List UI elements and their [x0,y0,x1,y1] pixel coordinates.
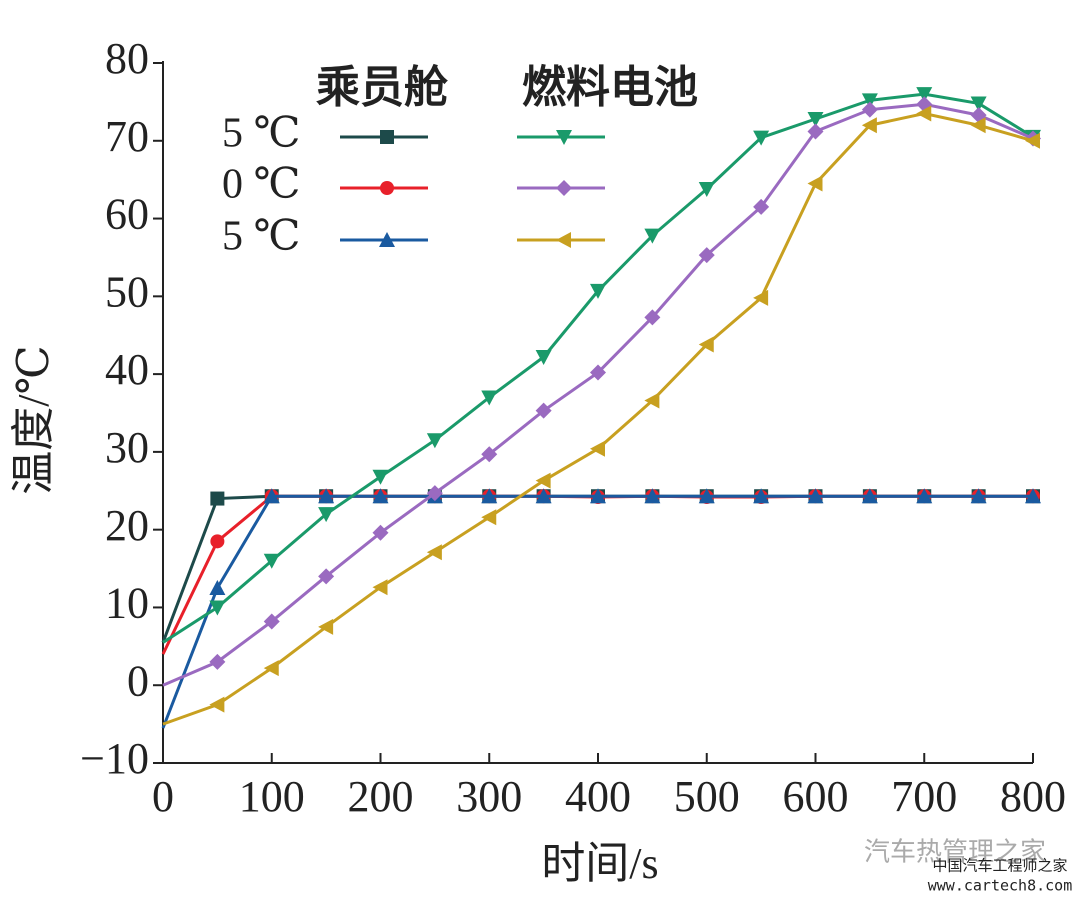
marker [318,568,335,585]
marker [861,117,877,134]
marker [318,507,335,523]
marker [318,618,334,635]
marker [590,488,606,504]
y-tick-label: 0 [127,656,149,705]
marker [753,289,769,306]
marker [861,101,878,118]
x-tick-label: 500 [674,772,740,821]
y-tick-label: −10 [80,734,149,783]
x-tick-label: 100 [239,772,305,821]
marker [590,440,605,457]
marker [807,488,824,504]
marker [535,488,552,504]
watermark: 中国汽车工程师之家 [932,857,1067,875]
legend-header: 燃料电池 [522,62,698,113]
marker [209,580,226,595]
y-tick-label: 70 [105,112,149,161]
marker [698,488,715,504]
marker [753,198,770,215]
marker [644,488,661,504]
legend-marker [556,232,571,248]
x-tick-label: 600 [783,772,849,821]
y-tick-label: 50 [105,267,149,316]
legend-header: 乘员舱 [316,62,448,113]
marker [970,117,986,134]
marker [590,364,606,381]
marker [209,653,226,670]
y-tick-label: 10 [105,579,149,628]
marker [426,433,443,449]
marker [372,579,388,596]
marker [481,446,498,463]
x-tick-label: 400 [565,772,631,821]
marker [481,488,498,504]
watermark: www.cartech8.com [928,877,1073,895]
marker [263,660,279,677]
marker [698,182,715,197]
x-axis-label: 时间/s [541,839,658,888]
legend-label: 5 ℃ [222,111,300,157]
legend-marker [380,181,394,195]
marker [209,696,225,713]
marker [372,488,389,504]
marker [861,488,878,504]
marker [807,112,824,127]
marker [807,123,824,140]
marker [698,247,715,264]
legend-marker [556,180,572,196]
marker [535,402,552,419]
marker [481,509,497,526]
y-tick-label: 20 [105,501,149,550]
legend-label: 5 ℃ [222,214,300,260]
x-tick-label: 800 [1000,772,1066,821]
marker [970,96,987,112]
marker [916,87,933,103]
legend-marker [556,130,572,145]
legend-marker [379,232,395,247]
marker [1025,488,1041,504]
marker [426,544,442,561]
marker [916,488,933,504]
marker [807,175,823,192]
marker [263,613,280,630]
x-tick-label: 200 [348,772,414,821]
marker [535,472,551,489]
marker [209,600,226,616]
marker [372,469,389,485]
legend-marker [380,130,394,144]
marker [753,130,770,146]
marker [210,491,225,506]
x-tick-label: 300 [456,772,522,821]
marker [535,350,552,365]
x-tick-label: 700 [891,772,957,821]
y-tick-label: 80 [105,34,149,83]
y-tick-label: 40 [105,345,149,394]
marker [753,488,770,504]
marker [644,228,661,244]
marker [210,534,225,549]
marker [916,105,932,122]
legend-label: 0 ℃ [222,162,300,208]
marker [1025,132,1040,149]
marker [644,392,660,409]
marker [861,93,878,109]
y-tick-label: 30 [105,423,149,472]
x-tick-label: 0 [152,772,174,821]
marker [698,336,714,353]
marker [372,524,389,541]
marker [644,309,661,326]
marker [426,485,443,502]
marker [263,553,280,569]
marker [970,488,987,504]
marker [481,390,498,406]
marker [318,488,335,504]
watermark: 汽车热管理之家 [864,838,1046,868]
marker [590,283,606,299]
marker [263,488,280,504]
y-axis-label: 温度/℃ [9,345,58,494]
y-tick-label: 60 [105,190,149,239]
